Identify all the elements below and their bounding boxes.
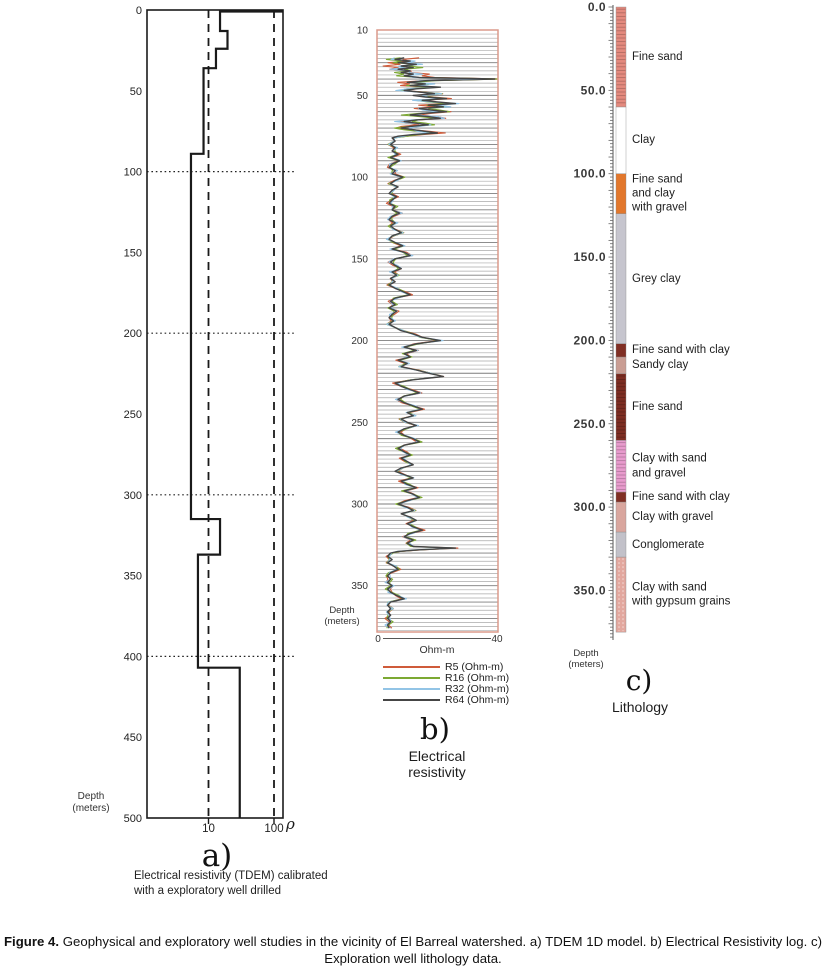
svg-text:40: 40 xyxy=(491,634,503,645)
panel-a-plot: 0 50 100 150 200 250 300 350 400 450 500 10 100 xyxy=(124,5,296,835)
legend-line-r32 xyxy=(383,687,440,690)
legend-label: R32 (Ohm-m) xyxy=(445,682,510,695)
svg-text:0.0: 0.0 xyxy=(588,0,606,14)
lithology-label: Fine sand with clay xyxy=(632,490,730,503)
svg-text:300: 300 xyxy=(351,500,368,511)
svg-text:250: 250 xyxy=(351,418,368,429)
svg-text:500: 500 xyxy=(124,813,142,825)
panel-c-depth-axis-label: Depth (meters) xyxy=(560,648,612,671)
lithology-label: Fine sand with clay xyxy=(632,344,730,357)
panel-c-title: Lithology xyxy=(611,699,669,715)
legend-item: R64 (Ohm-m) xyxy=(383,693,510,706)
svg-text:300.0: 300.0 xyxy=(573,500,606,514)
legend-line-r16 xyxy=(383,676,440,679)
panel-b-legend: R5 (Ohm-m) R16 (Ohm-m) R32 (Ohm-m) R64 (… xyxy=(383,660,510,706)
lithology-label: Clay with sand and gravel xyxy=(632,452,707,480)
svg-text:50: 50 xyxy=(357,91,369,102)
svg-text:150: 150 xyxy=(351,254,368,265)
figure-caption-label: Figure 4. xyxy=(4,934,60,950)
depth-label-line2: (meters) xyxy=(72,802,110,814)
svg-text:350.0: 350.0 xyxy=(573,583,606,597)
svg-text:10: 10 xyxy=(357,26,369,37)
svg-text:150: 150 xyxy=(124,247,142,259)
legend-item: R16 (Ohm-m) xyxy=(383,671,510,684)
svg-text:0: 0 xyxy=(136,5,142,17)
svg-text:200: 200 xyxy=(351,336,368,347)
legend-item: R32 (Ohm-m) xyxy=(383,682,510,695)
lithology-label: Clay with sand with gypsum grains xyxy=(632,581,731,608)
svg-text:400: 400 xyxy=(124,651,142,663)
legend-label: R64 (Ohm-m) xyxy=(445,693,510,706)
depth-label-line2: (meters) xyxy=(324,615,360,627)
panel-a-caption-line1: Electrical resistivity (TDEM) calibrated xyxy=(134,870,328,882)
svg-text:350: 350 xyxy=(351,581,368,592)
svg-text:100.0: 100.0 xyxy=(573,167,606,181)
figure-caption: Figure 4. Geophysical and exploratory we… xyxy=(4,933,822,967)
legend-label: R5 (Ohm-m) xyxy=(445,660,504,673)
svg-text:100: 100 xyxy=(264,823,283,835)
lithology-label: Sandy clay xyxy=(632,359,689,372)
depth-label-line1: Depth xyxy=(77,791,105,802)
svg-text:300: 300 xyxy=(124,490,142,502)
panel-b-plot: 10 50 100 150 200 250 300 350 0 40 xyxy=(351,26,503,646)
svg-text:350: 350 xyxy=(124,571,142,583)
lithology-label: Fine sand and clay with gravel xyxy=(632,173,687,214)
legend-line-r64 xyxy=(383,698,440,701)
panel-b-curves xyxy=(382,57,498,629)
panel-a-letter: a) xyxy=(201,838,233,874)
panel-a-rho-symbol: ρ xyxy=(286,815,295,833)
depth-label-line1: Depth xyxy=(329,605,355,616)
svg-text:100: 100 xyxy=(351,173,368,184)
panel-c-plot: 0.0 50.0 100.0 150.0 200.0 250.0 300.0 350.0 xyxy=(573,0,627,640)
panel-a-caption-line2: with a exploratory well drilled xyxy=(134,885,282,897)
svg-text:250: 250 xyxy=(124,409,142,421)
depth-label-line1: Depth xyxy=(573,648,599,659)
lithology-label: Grey clay xyxy=(632,272,681,285)
panel-b-title-line2: resistivity xyxy=(408,764,466,780)
panel-b-title: Electrical resistivity xyxy=(392,748,482,780)
svg-text:200.0: 200.0 xyxy=(573,333,606,347)
svg-text:250.0: 250.0 xyxy=(573,417,606,431)
svg-text:450: 450 xyxy=(124,732,142,744)
svg-text:0: 0 xyxy=(375,634,381,645)
panel-b-x-axis-label: Ohm-m xyxy=(419,644,455,656)
lithology-label: Conglomerate xyxy=(632,538,705,551)
panel-b-letter: b) xyxy=(420,712,450,746)
lithology-label: Clay xyxy=(632,134,656,147)
panel-b-title-line1: Electrical xyxy=(408,748,466,764)
svg-text:200: 200 xyxy=(124,328,142,340)
legend-label: R16 (Ohm-m) xyxy=(445,671,510,684)
lithology-label: Fine sand xyxy=(632,50,683,63)
svg-text:50.0: 50.0 xyxy=(581,83,606,97)
depth-label-line2: (meters) xyxy=(568,658,604,670)
lithology-label: Fine sand xyxy=(632,400,683,413)
svg-text:100: 100 xyxy=(124,167,142,179)
panel-b-depth-axis-label: Depth (meters) xyxy=(318,605,366,628)
lithology-label: Clay with gravel xyxy=(632,510,714,523)
legend-item: R5 (Ohm-m) xyxy=(383,660,509,673)
legend-line-r5 xyxy=(383,665,440,668)
figure-caption-text: Geophysical and exploratory well studies… xyxy=(59,934,822,967)
svg-text:50: 50 xyxy=(130,86,142,98)
panel-c-letter: c) xyxy=(625,664,653,697)
svg-text:150.0: 150.0 xyxy=(573,250,606,264)
panel-a-depth-axis-label: Depth (meters) xyxy=(66,791,116,814)
svg-text:10: 10 xyxy=(202,823,215,835)
